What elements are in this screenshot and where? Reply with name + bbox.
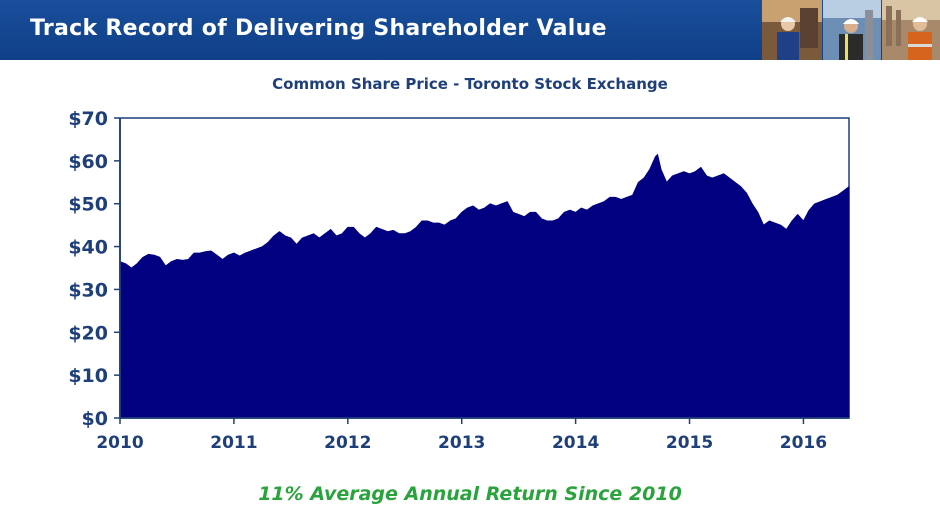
- y-tick-label: $0: [82, 408, 108, 430]
- x-tick-label: 2010: [96, 433, 143, 453]
- chart-title: Common Share Price - Toronto Stock Excha…: [272, 75, 668, 93]
- y-tick-label: $20: [68, 322, 108, 344]
- header-photo-worker-3: [882, 0, 940, 60]
- slide-title: Track Record of Delivering Shareholder V…: [30, 16, 607, 41]
- x-tick-label: 2015: [666, 433, 713, 453]
- y-tick-label: $10: [68, 365, 108, 387]
- share-price-area: [119, 154, 850, 419]
- y-tick-label: $60: [68, 151, 108, 173]
- y-tick-label: $40: [68, 237, 108, 259]
- y-tick-label: $30: [68, 279, 108, 301]
- x-tick-label: 2014: [552, 433, 599, 453]
- x-tick-label: 2016: [780, 433, 827, 453]
- x-tick-label: 2013: [438, 433, 485, 453]
- share-price-chart: $0 $10 $20 $30 $40 $50 $60 $70 2010 2011 2012 2013 2…: [68, 108, 850, 453]
- x-tick-label: 2011: [210, 433, 257, 453]
- header-photo-worker-2: [823, 0, 881, 60]
- y-tick-label: $70: [68, 108, 108, 130]
- y-tick-label: $50: [68, 194, 108, 216]
- return-footnote: 11% Average Annual Return Since 2010: [258, 483, 682, 505]
- x-tick-label: 2012: [324, 433, 371, 453]
- header-photo-worker-1: [762, 0, 822, 60]
